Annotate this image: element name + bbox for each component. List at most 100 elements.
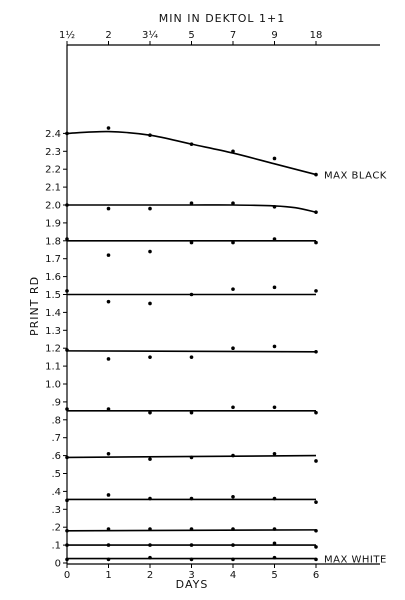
data-point	[65, 528, 69, 533]
y-tick-label: 1.5	[45, 290, 61, 301]
data-point	[148, 555, 152, 560]
max-white-annotation: MAX WHITE	[324, 555, 387, 566]
axes	[66, 44, 380, 565]
data-point	[272, 237, 277, 241]
y-tick-label: 2.1	[45, 183, 61, 194]
data-point	[65, 289, 69, 293]
data-point	[189, 527, 194, 531]
data-point	[231, 201, 235, 206]
top-tick-label: 7	[230, 30, 236, 41]
y-tick-label: 1.7	[45, 254, 61, 265]
y-tick-label: .7	[51, 433, 61, 444]
data-point	[189, 142, 194, 146]
x-axis-label: DAYS	[176, 578, 209, 591]
data-point	[231, 494, 235, 499]
tick-labels: 0 .1 .2 .3 .4 .5 .6 .7 .8 .9 1.0 1.1 1.2 1.3 1.4 1.5 1.6…	[45, 29, 387, 581]
x-tick-label: 5	[271, 570, 277, 581]
data-point	[272, 204, 277, 209]
data-point	[65, 348, 69, 352]
data-point	[148, 457, 152, 461]
data-point	[189, 557, 194, 562]
data-point	[189, 496, 194, 501]
data-point	[148, 543, 152, 547]
data-point	[189, 240, 194, 245]
y-tick-label: 1.0	[45, 380, 61, 391]
data-point	[314, 459, 318, 463]
data-point	[106, 206, 111, 211]
y-tick-label: 1.3	[45, 326, 61, 337]
data-point	[65, 131, 69, 136]
data-point	[314, 172, 318, 177]
data-point	[148, 133, 152, 137]
data-point	[148, 249, 152, 254]
x-tick-label: 2	[147, 570, 153, 581]
data-point	[272, 541, 277, 546]
x-tick-label: 4	[230, 570, 236, 581]
data-point	[231, 287, 235, 291]
data-point	[65, 237, 69, 241]
data-point	[189, 455, 194, 460]
data-point	[231, 405, 235, 410]
max-black-annotation: MAX BLACK	[324, 171, 387, 182]
data-point	[231, 527, 235, 531]
y-tick-label: 0	[55, 559, 61, 570]
data-point	[272, 344, 277, 349]
data-point	[272, 496, 277, 501]
y-tick-label: .2	[51, 523, 61, 534]
data-point	[272, 285, 277, 290]
data-point	[314, 545, 318, 549]
x-tick-label: 1	[105, 570, 111, 581]
y-tick-label: 2.3	[45, 147, 61, 158]
y-tick-label: 2.4	[45, 129, 61, 140]
y-tick-label: 2.0	[45, 201, 61, 212]
data-point	[106, 493, 111, 497]
top-tick-label: 9	[271, 30, 277, 41]
data-point	[272, 555, 277, 560]
y-tick-label: .4	[51, 487, 61, 498]
data-point	[231, 557, 235, 562]
data-point	[65, 455, 69, 460]
data-point	[106, 357, 111, 361]
data-point	[148, 301, 152, 306]
x-tick-label: 6	[313, 570, 319, 581]
curve-series-1	[66, 130, 317, 176]
data-point	[189, 543, 194, 547]
y-tick-label: 2.2	[45, 165, 61, 176]
data-point	[272, 452, 277, 456]
y-tick-label: 1.2	[45, 344, 61, 355]
data-point	[148, 410, 152, 415]
top-tick-label: 18	[310, 30, 323, 41]
top-tick-label: 1½	[59, 29, 75, 41]
curve-series-2	[67, 204, 317, 213]
y-tick-label: .3	[51, 505, 61, 516]
fitted-curves	[66, 130, 317, 560]
data-point	[148, 496, 152, 501]
top-tick-label: 5	[188, 30, 194, 41]
x-tick-label: 3	[188, 570, 194, 581]
y-tick-label: 1.6	[45, 272, 61, 283]
data-point	[189, 410, 194, 415]
data-point	[189, 201, 194, 206]
data-point	[106, 452, 111, 456]
data-point	[65, 557, 69, 562]
data-point	[314, 289, 318, 293]
y-tick-label: .8	[51, 415, 61, 426]
data-point	[106, 557, 111, 562]
data-point	[272, 156, 277, 161]
curve-series-5	[66, 350, 317, 353]
data-point	[314, 528, 318, 533]
data-point	[148, 527, 152, 531]
data-point	[272, 527, 277, 531]
top-tick-label: 2	[105, 30, 111, 41]
data-points	[65, 126, 318, 562]
tick-marks	[63, 41, 317, 568]
data-point	[106, 543, 111, 547]
data-point	[65, 543, 69, 547]
data-point	[272, 405, 277, 410]
y-tick-label: 1.4	[45, 308, 61, 319]
data-point	[106, 407, 111, 411]
data-point	[231, 240, 235, 245]
data-point	[65, 407, 69, 411]
data-point	[106, 253, 111, 257]
